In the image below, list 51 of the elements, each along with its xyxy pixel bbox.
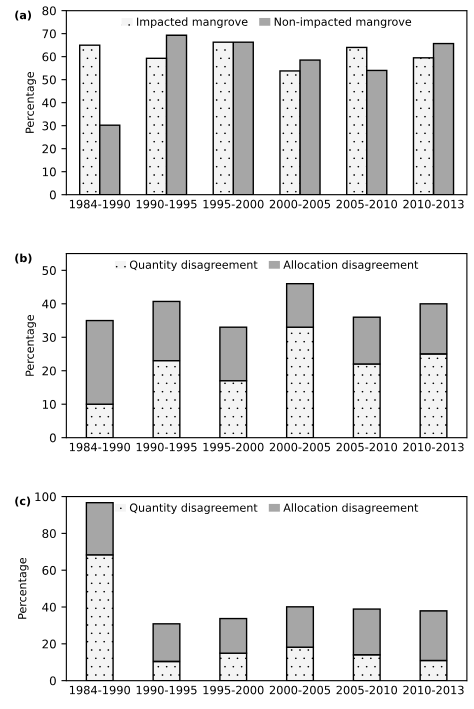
y-tick-label: 20 [42,640,56,648]
y-tick-label: 50 [42,75,56,84]
legend-label: Allocation disagreement [283,260,418,272]
x-tick-label: 1984-1990 [70,200,130,208]
y-tick-label: 0 [50,190,56,200]
x-tick-label: 2005-2010 [336,200,398,208]
y-axis-title: Percentage [26,314,36,376]
y-tick-label: 80 [42,529,56,538]
chart-title: (b) [15,254,32,264]
x-tick-label: 1995-2000 [203,686,264,694]
x-tick-label: 2005-2010 [336,442,398,452]
x-tick-label: 2000-2005 [270,686,330,694]
y-tick-label: 40 [42,98,56,108]
y-tick-label: 10 [42,167,56,176]
y-tick-label: 40 [42,300,56,308]
x-tick-label: 1990-1995 [136,686,197,694]
y-tick-label: 60 [42,52,56,62]
y-axis-title: Percentage [18,558,29,619]
y-tick-label: 70 [42,29,56,38]
legend-label: Non-impacted mangrove [274,17,412,28]
y-tick-label: 0 [50,676,56,686]
y-tick-label: 0 [50,433,56,442]
y-tick-label: 10 [42,400,56,409]
legend-label: Quantity disagreement [130,503,258,514]
y-tick-label: 60 [42,566,56,575]
x-tick-label: 1995-2000 [203,442,264,452]
x-tick-label: 2000-2005 [270,200,330,208]
x-tick-label: 1990-1995 [136,200,197,208]
y-tick-label: 40 [42,602,56,612]
chart-title: (a) [15,10,31,21]
y-tick-label: 30 [42,332,56,342]
x-tick-label: 2010-2013 [403,686,464,694]
x-tick-label: 2000-2005 [270,442,330,452]
y-axis-title: Percentage [26,72,36,133]
y-tick-label: 100 [35,492,56,502]
legend-label: Quantity disagreement [130,260,258,272]
x-tick-label: 1990-1995 [136,442,197,452]
y-tick-label: 30 [42,121,56,130]
x-tick-label: 1984-1990 [70,442,130,452]
x-tick-label: 2010-2013 [403,200,464,208]
y-tick-label: 20 [42,144,56,154]
x-tick-label: 1995-2000 [203,200,264,208]
y-tick-label: 80 [42,6,56,16]
x-tick-label: 2010-2013 [403,442,464,452]
legend-label: Allocation disagreement [283,503,418,514]
legend-label: Impacted mangrove [137,17,248,28]
y-tick-label: 20 [42,366,56,376]
chart-title: (c) [15,496,30,506]
x-tick-label: 2005-2010 [336,686,398,694]
x-tick-label: 1984-1990 [70,686,130,694]
y-tick-label: 50 [42,266,56,275]
